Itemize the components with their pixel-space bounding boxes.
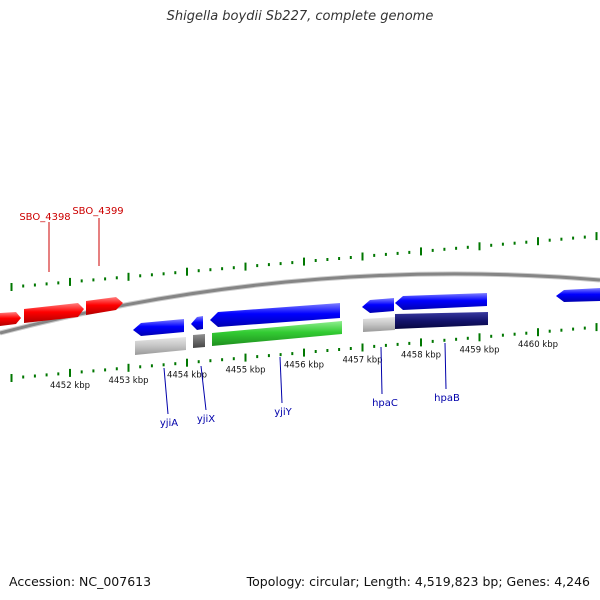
scale-labels: 4452 kbp 4453 kbp 4454 kbp 4455 kbp 4456 kbp… [50, 340, 558, 391]
feature-block-yjix [193, 334, 205, 348]
feature-block-yjiy [212, 321, 342, 346]
gene-label-hpab[interactable]: hpaB [434, 393, 460, 404]
gene-arrow-yjiy[interactable] [210, 303, 340, 327]
inner-tick-marks [10, 323, 598, 382]
genome-summary-text: Topology: circular; Length: 4,519,823 bp… [246, 574, 590, 589]
gene-label-leaders [48, 218, 447, 415]
scale-label: 4454 kbp [167, 371, 207, 381]
scale-label: 4457 kbp [342, 356, 382, 366]
gene-label-hpac[interactable]: hpaC [372, 398, 398, 409]
gene-label-yjia[interactable]: yjiA [160, 418, 178, 429]
scale-label: 4456 kbp [284, 361, 324, 371]
gene-labels: SBO_4398 SBO_4399 yjiA yjiX yjiY hpaC hp… [19, 206, 460, 429]
accession-text: Accession: NC_007613 [9, 574, 152, 589]
feature-track [135, 312, 488, 355]
gene-arrow-forward[interactable] [0, 312, 21, 326]
gene-label-yjiy[interactable]: yjiY [274, 407, 292, 418]
scale-label: 4453 kbp [108, 376, 148, 386]
scale-label: 4459 kbp [459, 345, 499, 355]
leader-hpab [444, 342, 447, 390]
scale-label: 4455 kbp [225, 366, 265, 376]
leader-yjia [163, 367, 169, 415]
feature-block-yjia [135, 337, 186, 355]
gene-arrow-hpab[interactable] [395, 293, 487, 310]
feature-block-hpab [395, 312, 488, 329]
outer-tick-marks [10, 232, 598, 291]
gene-arrow-sbo-4398[interactable] [24, 303, 84, 323]
forward-strand-genes [0, 297, 123, 326]
leader-hpac [380, 346, 383, 395]
gene-arrow-sbo-4399[interactable] [86, 297, 123, 315]
scale-label: 4452 kbp [50, 381, 90, 391]
feature-block-hpac [363, 317, 395, 332]
leader-yjix [200, 365, 207, 411]
leader-yjiy [279, 356, 283, 404]
gene-arrow-yjia[interactable] [133, 319, 184, 336]
scale-label: 4458 kbp [401, 350, 441, 360]
gene-label-yjix[interactable]: yjiX [197, 414, 215, 425]
gene-arrow-yjix[interactable] [191, 316, 203, 330]
reverse-strand-genes [133, 288, 600, 336]
gene-label-sbo-4398[interactable]: SBO_4398 [19, 212, 70, 223]
gene-arrow-right-edge[interactable] [556, 288, 600, 302]
gene-arrow-hpac[interactable] [362, 298, 394, 313]
backbone [0, 272, 600, 335]
map-title: Shigella boydii Sb227, complete genome [166, 9, 434, 24]
scale-label: 4460 kbp [518, 340, 558, 350]
gene-label-sbo-4399[interactable]: SBO_4399 [72, 206, 123, 217]
